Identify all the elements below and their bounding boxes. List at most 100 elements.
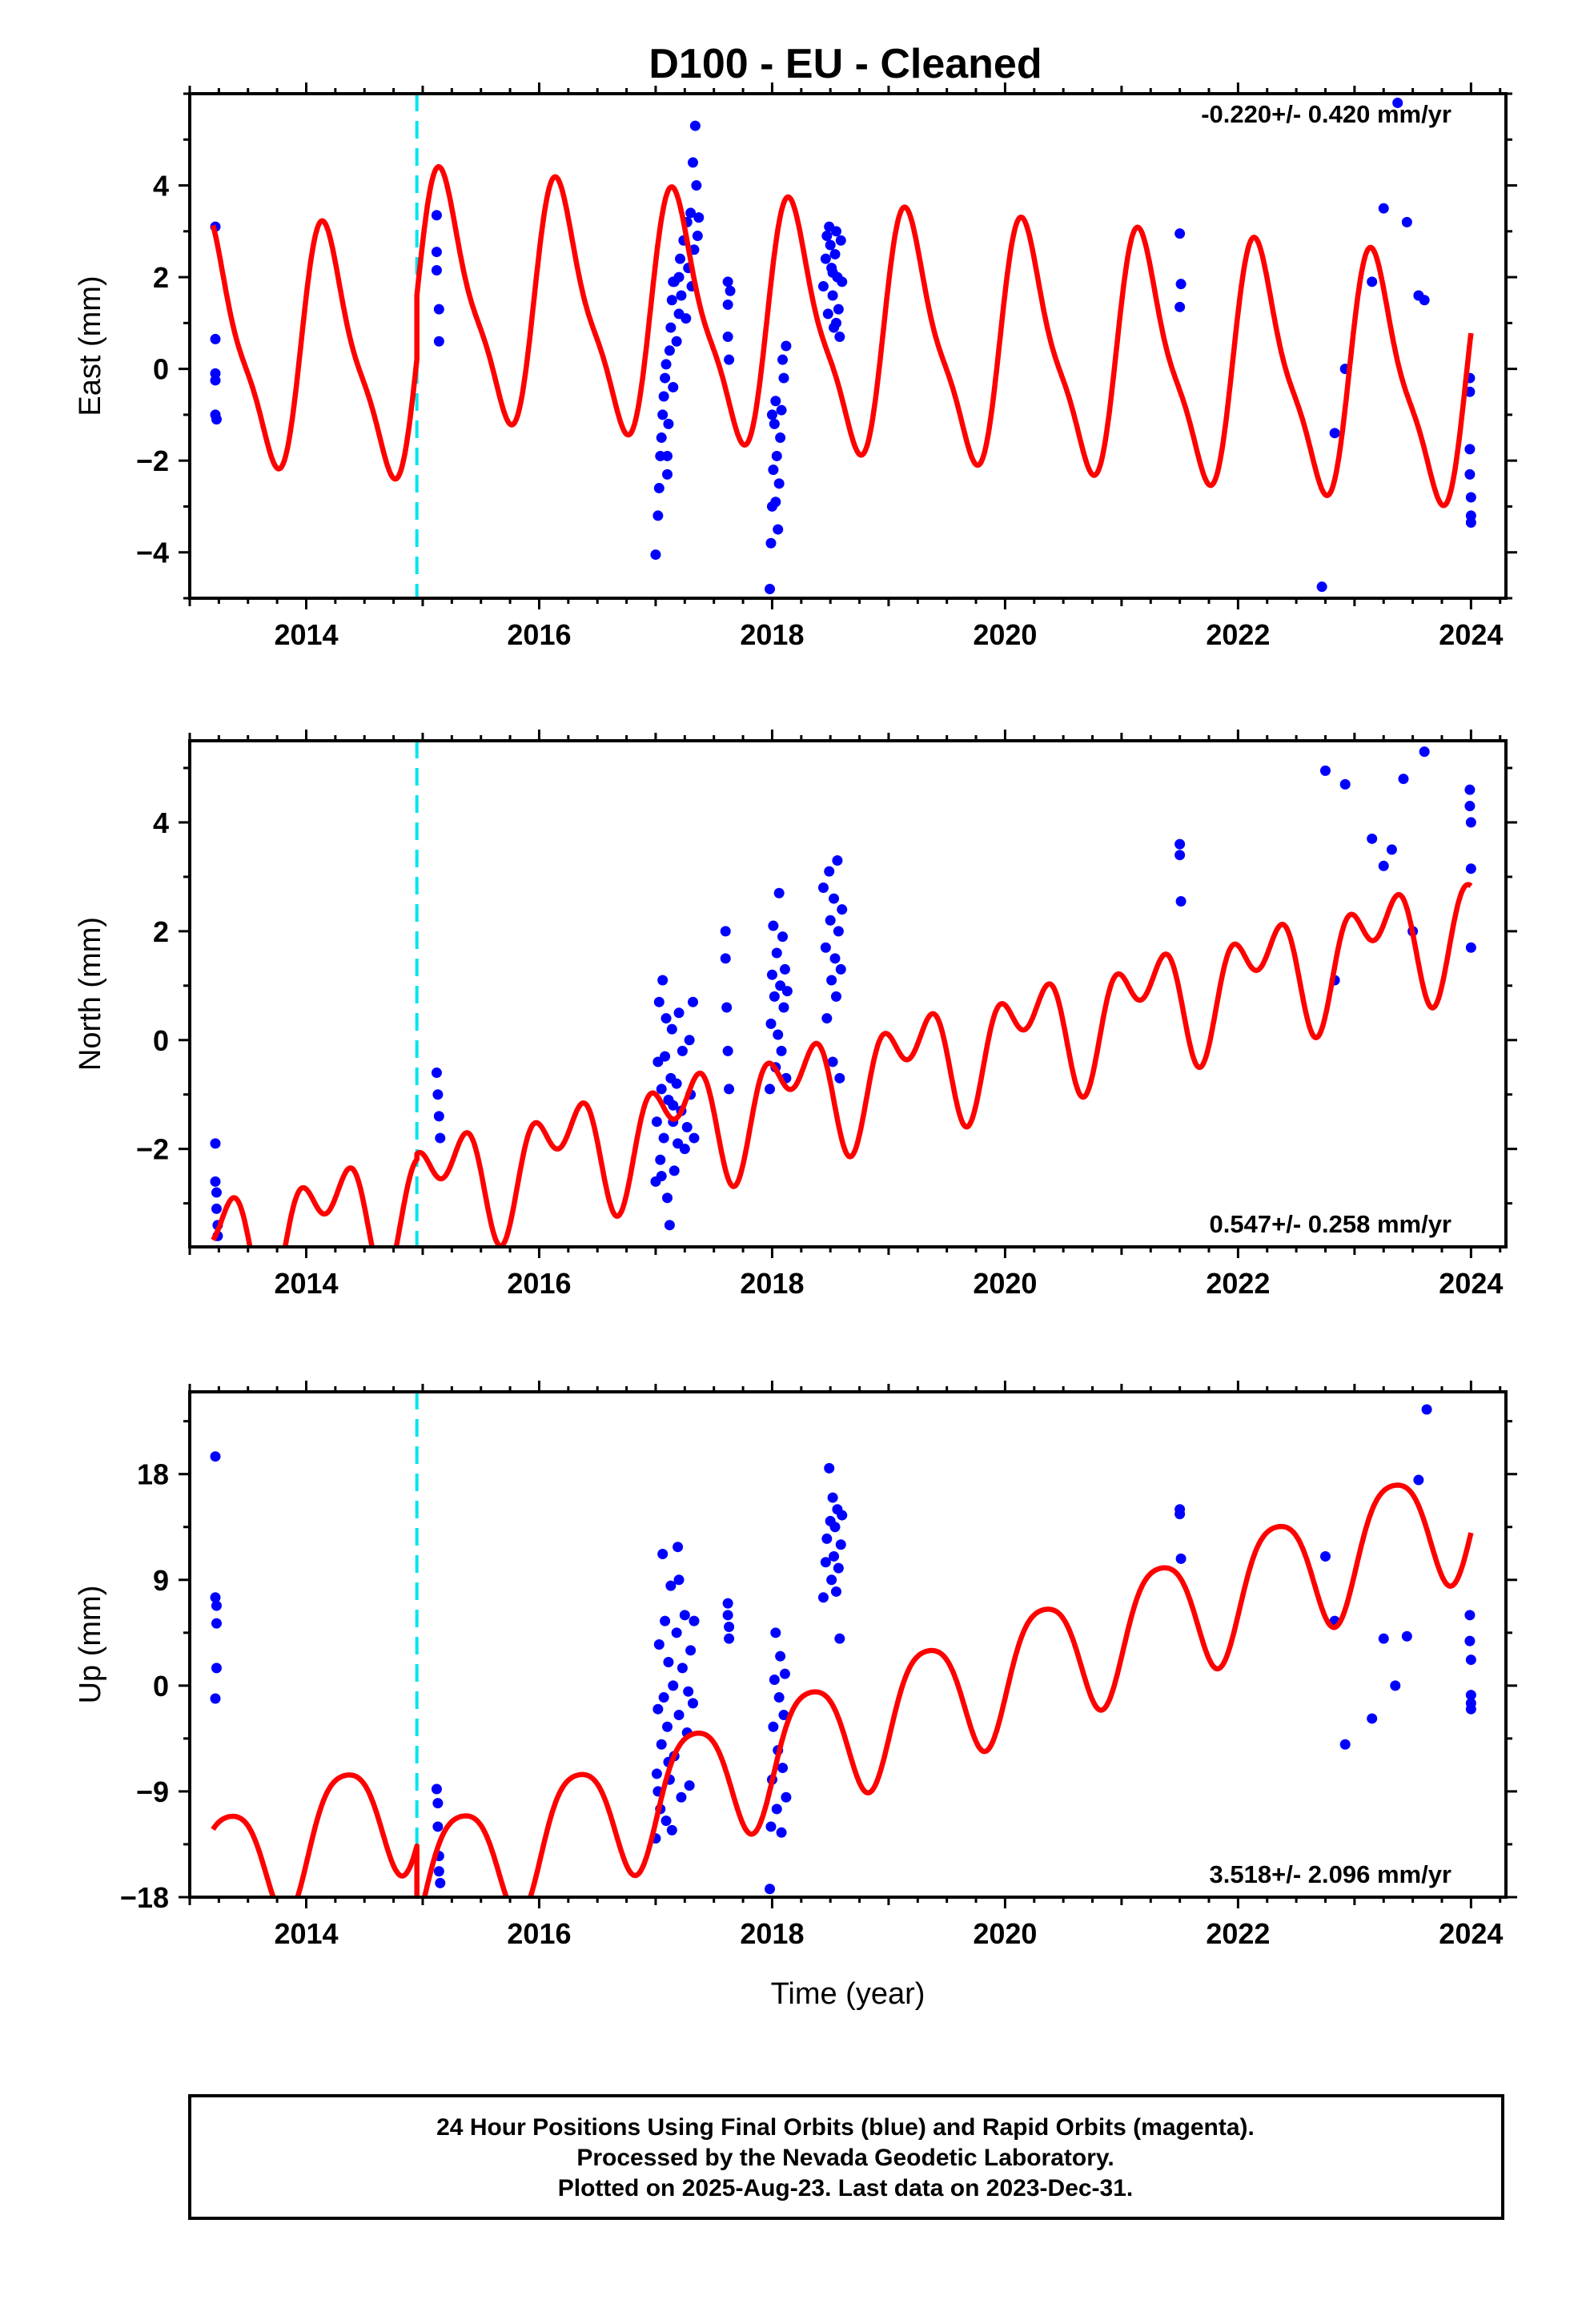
north-data-point [1174, 838, 1186, 850]
north-data-point [768, 920, 779, 931]
east-data-point [833, 304, 844, 315]
up-data-point [775, 1651, 786, 1662]
up-data-point [837, 1510, 848, 1521]
east-data-point [210, 375, 221, 386]
up-data-point [827, 1492, 838, 1503]
east-data-point [661, 359, 672, 370]
up-data-point [1465, 1655, 1476, 1666]
up-data-point [663, 1657, 674, 1668]
north-data-point [664, 1220, 675, 1231]
up-data-point [820, 1557, 831, 1568]
up-data-point [685, 1645, 697, 1656]
east-data-point [1392, 97, 1403, 108]
up-data-point [661, 1815, 672, 1827]
east-data-point [776, 404, 787, 416]
north-data-point [661, 1013, 672, 1024]
north-data-point [773, 1029, 784, 1040]
up-data-point [666, 1824, 677, 1835]
north-data-point [688, 996, 699, 1007]
east-data-point [431, 210, 442, 221]
east-data-point [689, 120, 701, 131]
north-data-point [653, 996, 665, 1007]
east-data-point [653, 483, 665, 494]
east-data-point [661, 468, 673, 480]
north-data-point [1386, 844, 1397, 855]
up-data-point [722, 1598, 733, 1609]
north-data-point [1378, 860, 1389, 871]
up-data-point [826, 1574, 837, 1586]
north-x-tick-label: 2020 [973, 1267, 1037, 1300]
up-data-point [211, 1600, 222, 1611]
east-data-point [770, 396, 781, 407]
north-data-point [837, 904, 848, 915]
up-data-point [779, 1668, 790, 1679]
east-data-point [773, 478, 785, 489]
north-data-point [673, 1007, 685, 1019]
up-points [210, 1404, 1476, 1895]
east-x-tick-label: 2020 [973, 618, 1037, 651]
east-data-point [1174, 228, 1186, 239]
east-y-tick-label: 2 [153, 261, 169, 294]
east-data-point [657, 409, 669, 420]
north-data-point [655, 1154, 666, 1165]
north-data-point [1398, 774, 1409, 785]
north-data-point [651, 1116, 662, 1128]
east-y-tick-label: 0 [153, 353, 169, 386]
north-data-point [666, 1023, 677, 1035]
north-data-point [779, 963, 790, 975]
north-data-point [432, 1089, 444, 1100]
north-data-point [720, 953, 731, 964]
up-data-point [769, 1675, 780, 1686]
north-data-point [824, 866, 835, 877]
north-data-point [720, 926, 731, 937]
up-data-point [658, 1692, 669, 1703]
up-data-point [1390, 1680, 1401, 1691]
east-data-point [1174, 301, 1186, 312]
east-data-point [681, 313, 692, 324]
north-data-point [689, 1132, 700, 1144]
east-data-point [725, 285, 736, 296]
up-data-point [656, 1739, 667, 1750]
up-data-point [824, 1462, 835, 1474]
up-data-point [1413, 1474, 1424, 1486]
north-data-point [1465, 817, 1476, 828]
north-y-tick-label: −2 [136, 1133, 169, 1166]
north-data-point [775, 980, 786, 991]
up-data-point [676, 1791, 687, 1803]
east-data-point [837, 276, 848, 287]
east-data-point [835, 235, 846, 246]
east-x-tick-label: 2016 [507, 618, 571, 651]
east-data-point [821, 231, 833, 242]
north-data-point [773, 887, 785, 899]
east-data-point [830, 317, 841, 328]
north-data-point [766, 969, 777, 980]
north-y-tick-label: 2 [153, 915, 169, 948]
east-data-point [692, 231, 703, 242]
east-data-point [769, 418, 780, 429]
up-data-point [781, 1791, 792, 1803]
north-data-point [673, 1138, 684, 1149]
up-data-point [724, 1621, 735, 1632]
north-data-point [210, 1138, 221, 1149]
up-data-point [834, 1633, 845, 1644]
up-data-point [673, 1542, 684, 1553]
north-data-point [656, 1171, 667, 1182]
up-frame [188, 1390, 1508, 1899]
up-data-point [210, 1693, 221, 1704]
up-x-tick-label: 2018 [740, 1917, 804, 1950]
north-model-curve [211, 882, 1473, 1247]
east-y-tick-label: −4 [136, 537, 169, 569]
east-data-point [676, 290, 687, 301]
east-data-point [1175, 279, 1186, 290]
east-data-point [822, 308, 833, 320]
up-data-point [821, 1533, 833, 1544]
north-x-tick-label: 2022 [1206, 1267, 1270, 1300]
up-model-curve [211, 1482, 1474, 1897]
footer-line-2: Processed by the Nevada Geodetic Laborat… [576, 2145, 1114, 2171]
north-data-point [1175, 895, 1186, 907]
east-data-point [673, 271, 685, 283]
east-data-point [771, 450, 782, 461]
up-data-point [683, 1686, 694, 1697]
up-x-tick-label: 2022 [1206, 1917, 1270, 1950]
north-y-axis-label: North (mm) [74, 917, 107, 1071]
